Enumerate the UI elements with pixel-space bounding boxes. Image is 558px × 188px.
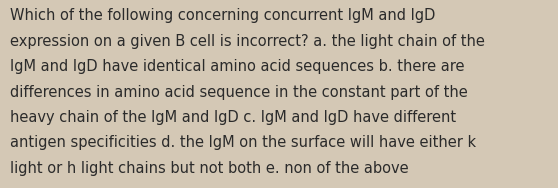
Text: IgM and IgD have identical amino acid sequences b. there are: IgM and IgD have identical amino acid se… [10,59,465,74]
Text: differences in amino acid sequence in the constant part of the: differences in amino acid sequence in th… [10,85,468,100]
Text: antigen specificities d. the IgM on the surface will have either k: antigen specificities d. the IgM on the … [10,135,476,150]
Text: light or h light chains but not both e. non of the above: light or h light chains but not both e. … [10,161,408,176]
Text: heavy chain of the IgM and IgD c. IgM and IgD have different: heavy chain of the IgM and IgD c. IgM an… [10,110,456,125]
Text: Which of the following concerning concurrent IgM and IgD: Which of the following concerning concur… [10,8,435,24]
Text: expression on a given B cell is incorrect? a. the light chain of the: expression on a given B cell is incorrec… [10,34,485,49]
